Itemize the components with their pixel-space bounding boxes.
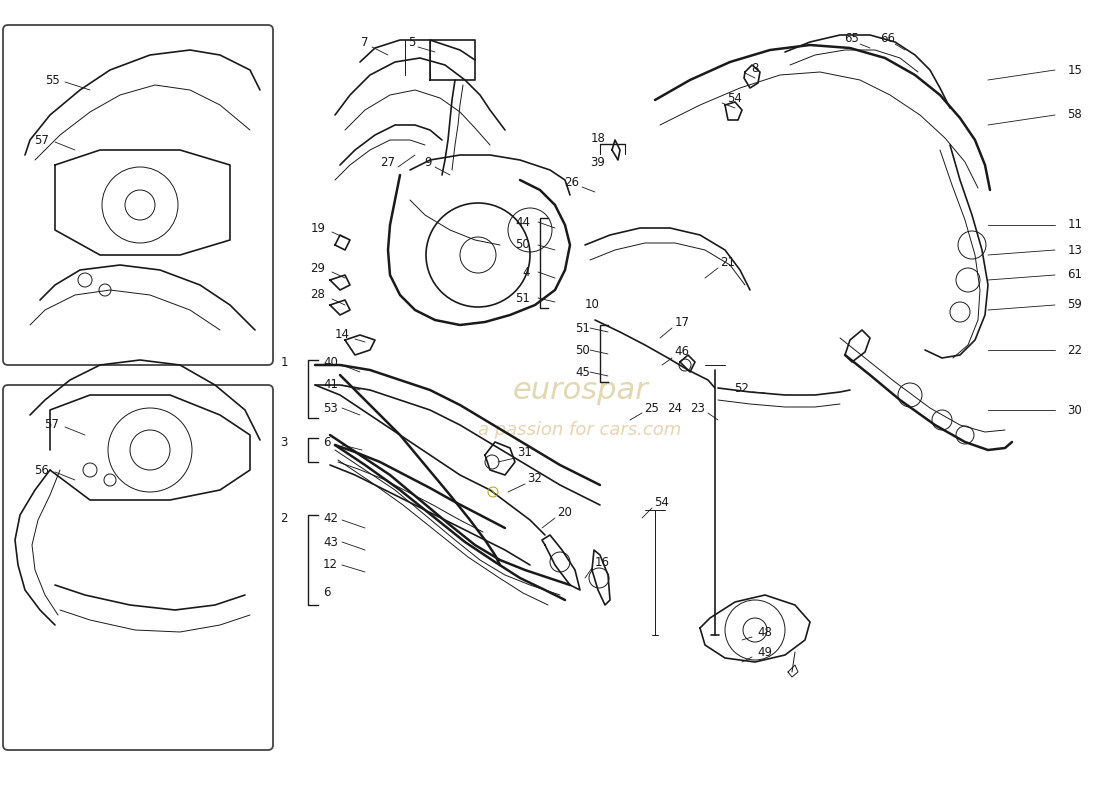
Text: 25: 25 xyxy=(645,402,659,414)
Text: 17: 17 xyxy=(674,315,690,329)
Text: 61: 61 xyxy=(1067,269,1082,282)
Text: 49: 49 xyxy=(758,646,772,658)
Text: 32: 32 xyxy=(528,471,542,485)
Text: 11: 11 xyxy=(1067,218,1082,231)
Text: 19: 19 xyxy=(310,222,326,234)
Text: 3: 3 xyxy=(280,435,288,449)
Text: 31: 31 xyxy=(518,446,532,458)
Text: 48: 48 xyxy=(758,626,772,638)
Text: 58: 58 xyxy=(1068,109,1082,122)
FancyBboxPatch shape xyxy=(3,25,273,365)
Text: 52: 52 xyxy=(735,382,749,394)
Text: 41: 41 xyxy=(323,378,338,391)
Text: 13: 13 xyxy=(1068,243,1082,257)
Text: eurospar: eurospar xyxy=(513,375,648,405)
Text: 6: 6 xyxy=(323,586,330,598)
Text: 4: 4 xyxy=(522,266,530,278)
Text: 24: 24 xyxy=(668,402,682,414)
Text: 57: 57 xyxy=(45,418,59,431)
Text: 46: 46 xyxy=(674,346,690,358)
Text: 21: 21 xyxy=(720,255,736,269)
Text: 5: 5 xyxy=(408,35,416,49)
Text: 39: 39 xyxy=(591,155,605,169)
Text: 54: 54 xyxy=(654,495,670,509)
Text: 55: 55 xyxy=(45,74,59,86)
Text: 18: 18 xyxy=(591,131,605,145)
Text: 40: 40 xyxy=(323,355,338,369)
Text: 53: 53 xyxy=(323,402,338,414)
Text: 7: 7 xyxy=(361,35,368,49)
Text: 14: 14 xyxy=(334,329,350,342)
Text: 23: 23 xyxy=(691,402,705,414)
Text: 29: 29 xyxy=(310,262,326,274)
Text: 22: 22 xyxy=(1067,343,1082,357)
Text: 65: 65 xyxy=(845,31,859,45)
Text: 54: 54 xyxy=(727,91,742,105)
Text: 43: 43 xyxy=(323,535,338,549)
Text: 2: 2 xyxy=(280,511,288,525)
Text: 51: 51 xyxy=(515,291,530,305)
Text: 20: 20 xyxy=(558,506,572,518)
Text: 6: 6 xyxy=(323,435,330,449)
Text: 12: 12 xyxy=(323,558,338,571)
Text: 1: 1 xyxy=(280,355,288,369)
Text: 8: 8 xyxy=(751,62,759,74)
Text: a passion for cars.com: a passion for cars.com xyxy=(478,421,682,439)
Text: 30: 30 xyxy=(1068,403,1082,417)
FancyBboxPatch shape xyxy=(3,385,273,750)
Text: 42: 42 xyxy=(323,511,338,525)
Text: 26: 26 xyxy=(564,175,580,189)
Text: 51: 51 xyxy=(575,322,590,334)
Text: 59: 59 xyxy=(1068,298,1082,311)
Text: 15: 15 xyxy=(1068,63,1082,77)
Text: 28: 28 xyxy=(310,289,326,302)
Text: 50: 50 xyxy=(515,238,530,251)
Text: 27: 27 xyxy=(381,155,396,169)
Text: 45: 45 xyxy=(575,366,590,378)
Text: 16: 16 xyxy=(594,555,609,569)
Text: 66: 66 xyxy=(880,31,895,45)
Text: 56: 56 xyxy=(34,463,50,477)
Text: 57: 57 xyxy=(34,134,50,146)
Text: 50: 50 xyxy=(575,343,590,357)
Text: 10: 10 xyxy=(585,298,600,311)
Text: 9: 9 xyxy=(425,155,431,169)
Text: 44: 44 xyxy=(515,215,530,229)
